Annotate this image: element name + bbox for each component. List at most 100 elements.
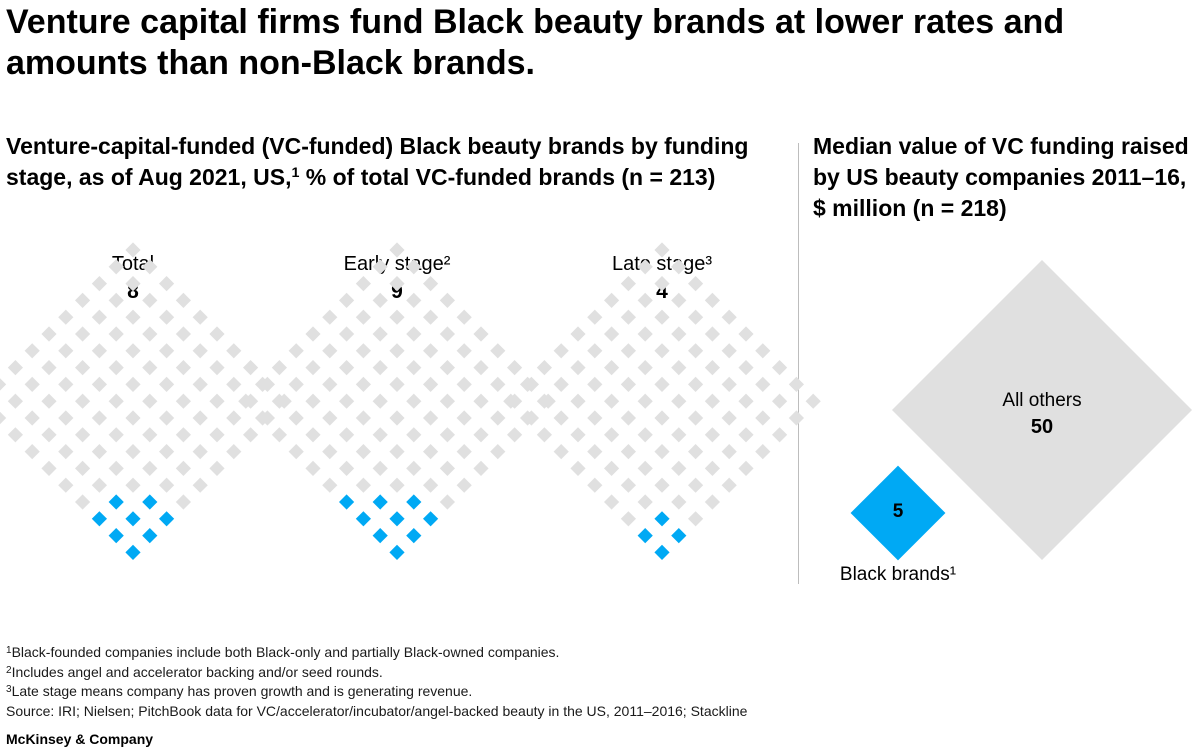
- panel-2-base-cell: [322, 444, 338, 460]
- panel-1-base-cell: [142, 259, 158, 275]
- panel-3-base-cell: [536, 427, 552, 443]
- panel-2-base-cell: [423, 343, 439, 359]
- panel-1-base-cell: [226, 410, 242, 426]
- panel-3-base-cell: [620, 477, 636, 493]
- panel-3-base-cell: [604, 360, 620, 376]
- panel-1-base-cell: [41, 393, 57, 409]
- panel-2-base-cell: [456, 309, 472, 325]
- panel-2-base-cell: [389, 410, 405, 426]
- panel-1-base-cell: [243, 360, 259, 376]
- panel-1-base-cell: [91, 309, 107, 325]
- panel-2-base-cell: [271, 427, 287, 443]
- panel-1-base-cell: [243, 427, 259, 443]
- panel-3-base-cell: [604, 292, 620, 308]
- panel-2-base-cell: [322, 343, 338, 359]
- panel-3-base-cell: [604, 494, 620, 510]
- panel-3-base-cell: [671, 494, 687, 510]
- panel-1-base-cell: [7, 393, 23, 409]
- panel-1-base-cell: [24, 410, 40, 426]
- panel-3-highlight-cell: [654, 511, 670, 527]
- panel-3-base-cell: [553, 444, 569, 460]
- panel-2-base-cell: [305, 427, 321, 443]
- panel-1-base-cell: [108, 360, 124, 376]
- panel-1-base-cell: [58, 444, 74, 460]
- panel-2-base-cell: [406, 292, 422, 308]
- panel-2-base-cell: [507, 360, 523, 376]
- panel-2-base-cell: [372, 326, 388, 342]
- panel-2-base-cell: [372, 460, 388, 476]
- panel-2-base-cell: [288, 410, 304, 426]
- panel-2-base-cell: [439, 393, 455, 409]
- panel-3-base-cell: [721, 309, 737, 325]
- panel-3-base-cell: [503, 393, 519, 409]
- panel-1-base-cell: [142, 393, 158, 409]
- panel-1-base-cell: [108, 460, 124, 476]
- panel-2-base-cell: [305, 360, 321, 376]
- panel-3-base-cell: [587, 309, 603, 325]
- panel-3-base-cell: [570, 460, 586, 476]
- panel-2-base-cell: [423, 309, 439, 325]
- panel-2-base-cell: [406, 427, 422, 443]
- panel-2-base-cell: [322, 309, 338, 325]
- panel-3-base-cell: [620, 343, 636, 359]
- left-panel-subtitle: Venture-capital-funded (VC-funded) Black…: [6, 131, 796, 193]
- panel-2-base-cell: [339, 460, 355, 476]
- all-others-diamond: [892, 260, 1192, 560]
- panel-2-base-cell: [389, 343, 405, 359]
- panel-3-base-cell: [738, 460, 754, 476]
- panel-2-base-cell: [255, 410, 271, 426]
- panel-3-highlight-cell: [671, 528, 687, 544]
- panel-1-base-cell: [91, 276, 107, 292]
- panel-3-base-cell: [604, 393, 620, 409]
- panel-2-highlight-cell: [389, 511, 405, 527]
- panel-1-base-cell: [226, 376, 242, 392]
- panel-1-base-cell: [75, 360, 91, 376]
- panel-2-base-cell: [406, 259, 422, 275]
- panel-2-base-cell: [372, 427, 388, 443]
- panel-3-base-cell: [738, 393, 754, 409]
- panel-3-base-cell: [671, 326, 687, 342]
- panel-1-base-cell: [108, 259, 124, 275]
- panel-1-base-cell: [75, 326, 91, 342]
- left-subtitle-text: Venture-capital-funded (VC-funded) Black…: [6, 133, 749, 190]
- panel-1-base-cell: [75, 292, 91, 308]
- panel-2-base-cell: [355, 343, 371, 359]
- panel-1-highlight-cell: [125, 511, 141, 527]
- panel-1-base-cell: [24, 376, 40, 392]
- panel-1-base-cell: [142, 292, 158, 308]
- panel-1-base-cell: [159, 309, 175, 325]
- panel-3-base-cell: [704, 360, 720, 376]
- panel-2-base-cell: [507, 427, 523, 443]
- panel-3-base-cell: [671, 259, 687, 275]
- panel-2-base-cell: [305, 460, 321, 476]
- panel-2-base-cell: [355, 309, 371, 325]
- panel-3-base-cell: [637, 393, 653, 409]
- panel-3-base-cell: [637, 326, 653, 342]
- panel-2-base-cell: [339, 292, 355, 308]
- panel-1-base-cell: [159, 276, 175, 292]
- right-panel-subtitle: Median value of VC funding raised by US …: [813, 133, 1189, 221]
- panel-2-base-cell: [322, 376, 338, 392]
- panel-2-base-cell: [439, 460, 455, 476]
- panel-1-highlight-cell: [108, 528, 124, 544]
- panel-3-base-cell: [654, 242, 670, 258]
- panel-1-base-cell: [159, 410, 175, 426]
- panel-1-base-cell: [142, 460, 158, 476]
- panel-3-base-cell: [704, 460, 720, 476]
- left-subtitle-text-end: % of total VC-funded brands (n = 213): [299, 164, 716, 190]
- panel-3-base-cell: [587, 343, 603, 359]
- panel-2-value: 9: [391, 280, 403, 303]
- panel-2-base-cell: [490, 376, 506, 392]
- panel-2-base-cell: [288, 376, 304, 392]
- panel-3-highlight-cell: [637, 528, 653, 544]
- panel-1-base-cell: [24, 444, 40, 460]
- panel-1-base-cell: [192, 343, 208, 359]
- panel-3-base-cell: [536, 393, 552, 409]
- panel-1-base-cell: [58, 410, 74, 426]
- panel-3-base-cell: [637, 494, 653, 510]
- panel-2-base-cell: [473, 460, 489, 476]
- panel-3-base-cell: [620, 444, 636, 460]
- panel-3-base-cell: [520, 376, 536, 392]
- panel-2-base-cell: [423, 376, 439, 392]
- panel-1-base-cell: [175, 427, 191, 443]
